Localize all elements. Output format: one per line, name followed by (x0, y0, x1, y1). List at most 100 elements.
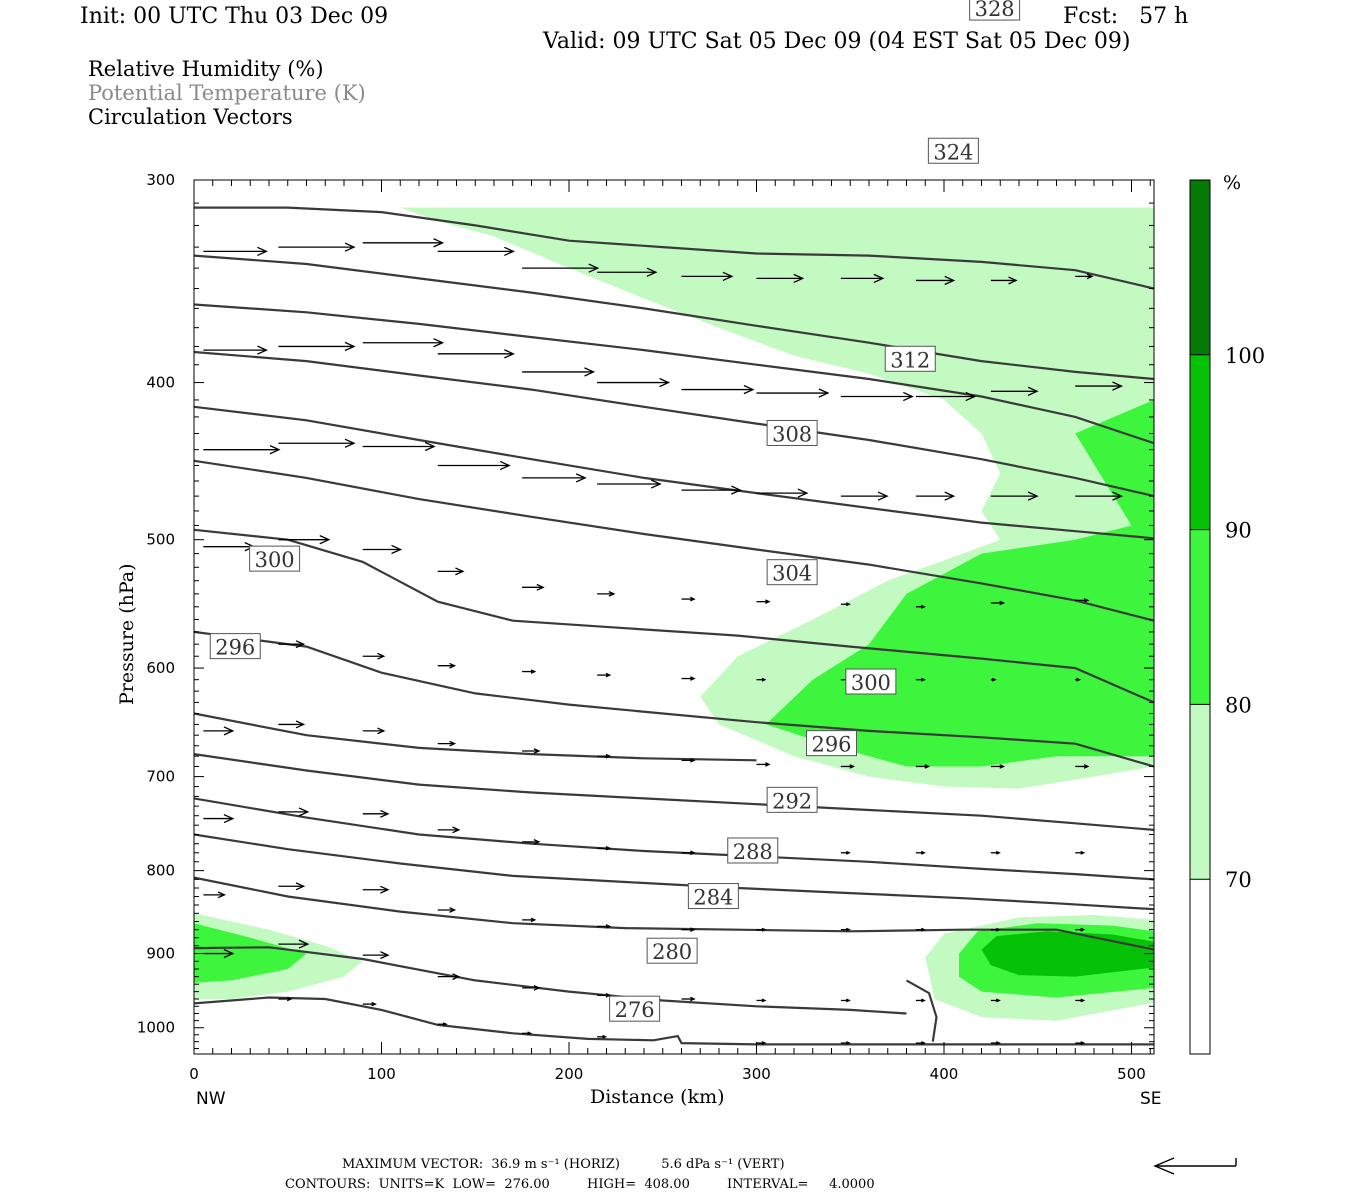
vector-arrow-96 (278, 939, 310, 949)
vector-arrow-43 (756, 599, 771, 604)
contour-label-box-3 (687, 883, 739, 910)
vector-layer (203, 238, 1124, 1046)
vector-arrow-25 (278, 438, 356, 448)
theta-contour-328-16 (194, 206, 1154, 290)
y-tick-label-700: 700 (146, 768, 175, 786)
vector-arrow-29 (597, 479, 662, 489)
contour-label-312-12: 312 (890, 348, 930, 372)
theta-contour-320-13 (194, 350, 1154, 498)
axis-tick-layer: 300 400 500 600 700 800 900 1000 0 100 200 300 400 50… (137, 171, 1154, 1083)
y-axis-title: Pressure (hPa) (116, 563, 138, 705)
vector-arrow-41 (597, 591, 616, 597)
vector-arrow-90 (756, 927, 767, 932)
theta-contour-304-10 (194, 528, 1154, 704)
colorbar-segment-1 (1190, 704, 1210, 880)
theta-contour-312-12 (194, 405, 1154, 540)
vector-arrow-16 (522, 367, 596, 377)
vector-arrow-24 (203, 445, 281, 455)
contour-label-box-4 (727, 837, 779, 864)
vector-arrow-92 (915, 927, 926, 932)
vector-arrow-9 (915, 275, 956, 286)
vector-arrow-80 (915, 850, 926, 855)
vector-arrow-53 (681, 676, 696, 681)
colorbar-label-100: 100 (1225, 344, 1265, 368)
vector-arrow-7 (756, 273, 805, 284)
vector-arrow-52 (597, 672, 612, 678)
theta-contour-layer (194, 206, 1154, 1046)
vector-arrow-87 (522, 917, 537, 923)
vector-arrow-107 (278, 996, 293, 1002)
x-axis-title: Distance (km) (590, 1086, 725, 1108)
vector-arrow-116 (1075, 1041, 1086, 1046)
reference-vector-head (1153, 1157, 1175, 1175)
vector-arrow-3 (437, 246, 515, 257)
vector-arrow-95 (203, 948, 235, 959)
vector-arrow-37 (278, 535, 331, 545)
vector-arrow-64 (597, 753, 612, 759)
vector-arrow-1 (278, 242, 356, 252)
vector-arrow-44 (840, 602, 851, 607)
vector-arrow-39 (437, 567, 465, 576)
vector-arrow-48 (278, 640, 306, 649)
x-tick-label-200: 200 (555, 1065, 584, 1083)
forecast-hour: Fcst: 57 h (1063, 4, 1189, 29)
vector-arrow-101 (681, 996, 696, 1002)
vector-arrow-66 (756, 762, 771, 767)
vector-arrow-110 (522, 1031, 533, 1036)
max-vector-info: MAXIMUM VECTOR: 36.9 m s⁻¹ (HORIZ) 5.6 d… (342, 1157, 785, 1172)
y-tick-label-900: 900 (146, 945, 175, 963)
theta-contour-308-11 (194, 459, 1154, 622)
vector-arrow-62 (437, 740, 457, 747)
theta-contour-326-15 (194, 254, 1154, 381)
vector-arrow-45 (915, 604, 926, 609)
vector-arrow-97 (362, 951, 390, 960)
y-tick-label-1000: 1000 (137, 1019, 175, 1037)
y-tick-label-500: 500 (146, 531, 175, 549)
vector-arrow-111 (597, 1034, 608, 1039)
vector-arrow-10 (990, 276, 1018, 285)
colorbar-segment-0 (1190, 879, 1210, 1054)
contour-label-284-3: 284 (693, 886, 733, 910)
vector-arrow-98 (437, 973, 461, 981)
contour-label-288-4: 288 (733, 840, 773, 864)
vector-arrow-108 (362, 1001, 377, 1007)
theta-contour-280-2 (194, 946, 907, 1015)
vector-arrow-79 (840, 850, 851, 855)
y-tick-label-300: 300 (146, 171, 175, 189)
colorbar-label-80: 80 (1225, 693, 1252, 717)
contour-label-276-0: 276 (615, 998, 655, 1022)
vector-arrow-30 (681, 485, 742, 495)
contour-label-box-2 (646, 937, 698, 964)
vector-arrow-89 (681, 927, 696, 932)
colorbar-label-70: 70 (1225, 868, 1252, 892)
vector-arrow-31 (756, 488, 809, 498)
contour-label-292-5: 292 (772, 789, 812, 813)
vector-arrow-0 (203, 246, 268, 257)
legend-rh: Relative Humidity (%) (88, 57, 324, 81)
x-tick-label-0: 0 (189, 1065, 199, 1083)
contour-label-box-16 (969, 0, 1021, 21)
vector-arrow-22 (990, 386, 1039, 396)
vector-arrow-8 (840, 273, 885, 284)
endpoint-right: SE (1140, 1089, 1162, 1109)
reference-vector (1153, 1157, 1237, 1175)
vector-arrow-18 (681, 384, 755, 395)
contour-label-box-10 (766, 559, 818, 586)
rh-fill-layer (194, 207, 1154, 1021)
vector-arrow-46 (990, 600, 1006, 606)
vector-arrow-106 (1075, 998, 1086, 1003)
contour-info: CONTOURS: UNITS=K LOW= 276.00 HIGH= 408.… (285, 1177, 875, 1192)
vector-arrow-63 (522, 748, 541, 754)
contour-label-box-6 (806, 730, 857, 757)
vector-arrow-56 (915, 677, 926, 682)
theta-contour-292-5 (194, 797, 1154, 881)
vector-arrow-51 (522, 669, 537, 674)
vector-arrow-91 (840, 927, 851, 932)
vector-arrow-38 (362, 544, 403, 555)
vector-arrow-32 (840, 491, 889, 501)
contour-label-300-9: 300 (255, 548, 295, 572)
vector-arrow-112 (756, 1041, 767, 1046)
vector-arrow-94 (1075, 927, 1086, 932)
vector-arrow-6 (681, 271, 734, 282)
